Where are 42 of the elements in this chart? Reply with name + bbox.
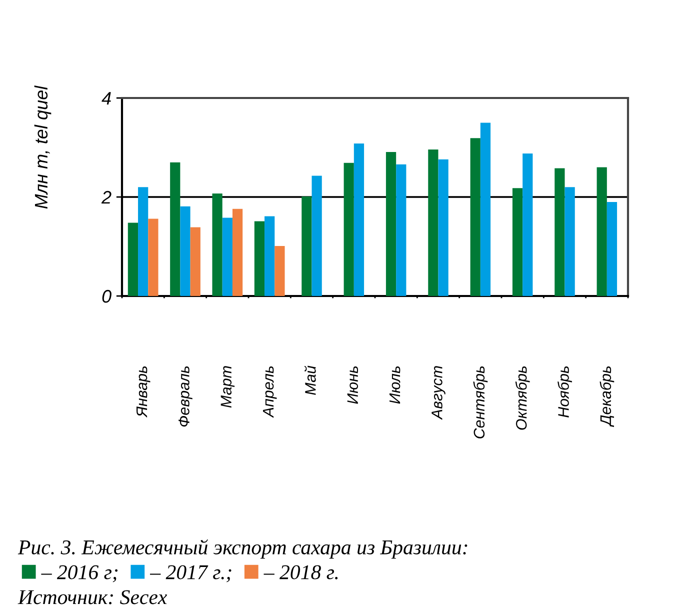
x-tick-label: Январь [136,366,150,418]
bar [264,216,275,296]
bar [190,227,200,296]
bar [148,218,158,296]
bar [170,162,180,296]
bar [128,222,138,296]
x-tick-label: Март [220,366,235,408]
bar [564,187,575,296]
bar [554,168,565,296]
x-tick-label: Июль [390,366,400,404]
legend-label: – 2016 г; [41,565,118,582]
y-axis-title: Млн т, tel quel [34,85,52,209]
bar [480,122,491,296]
legend-label: – 2017 г.; [150,565,232,582]
bar [212,194,222,296]
y-tick-label: 0 [102,290,112,303]
x-tick-label: Ноябрь [558,366,572,418]
text: Рис. 3. Ежемесячный экспорт сахара из Бразилии: [18,539,468,559]
x-tick-label: Август [432,366,446,420]
y-tick-label: 2 [101,190,112,204]
x-tick-label: Июнь [347,366,358,404]
x-tick-label: Сентябрь [473,366,488,438]
bar [438,159,448,296]
x-tick-label: Декабрь [600,366,614,427]
bar [274,246,285,296]
bar [222,218,232,296]
bar [254,221,265,296]
bar [596,167,607,296]
x-tick-label: Май [304,366,316,395]
x-tick-label: Октябрь [515,366,530,430]
y-tick-label: 4 [102,92,111,105]
bar [180,206,190,296]
x-tick-label: Апрель [263,366,277,418]
x-tick-label: Февраль [178,366,192,427]
bar [512,188,523,296]
bar [138,187,148,296]
bar [606,202,618,296]
bar [470,138,480,296]
bar [232,208,243,296]
text: Источник: Secex [18,590,168,604]
legend-label: – 2018 г. [264,565,338,580]
bar [522,153,533,296]
